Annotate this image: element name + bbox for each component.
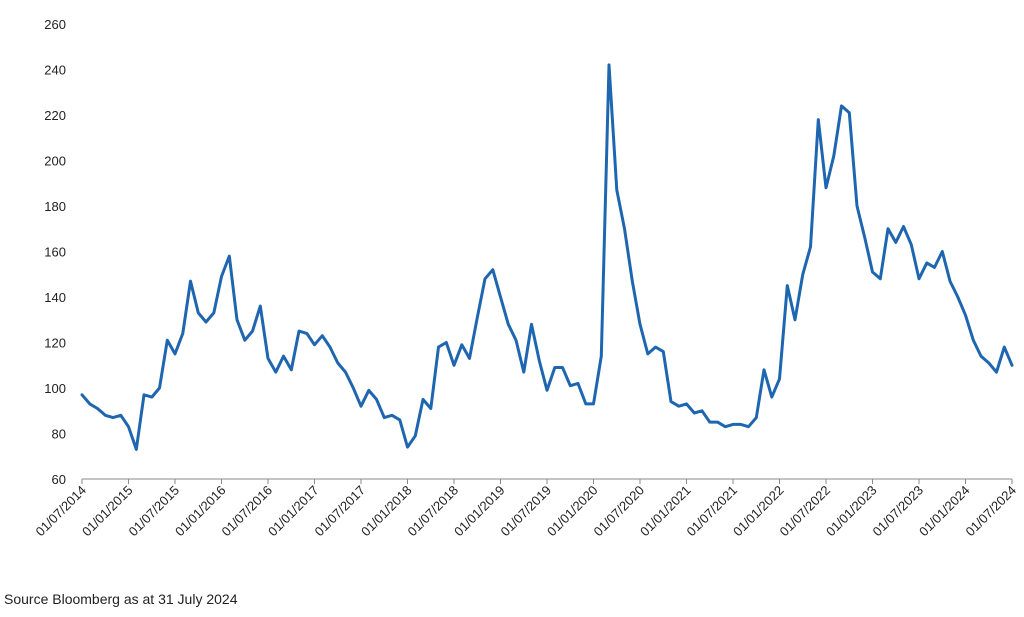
y-tick-label: 100 xyxy=(44,381,66,396)
y-tick-label: 160 xyxy=(44,245,66,260)
x-tick-label: 01/07/2024 xyxy=(962,483,1019,540)
y-tick-label: 220 xyxy=(44,108,66,123)
series-line-0 xyxy=(80,63,1014,451)
y-tick-label: 240 xyxy=(44,63,66,78)
y-tick-label: 60 xyxy=(52,472,66,487)
y-tick-label: 80 xyxy=(52,427,66,442)
x-axis-ticks: 01/07/201401/01/201501/07/201501/01/2016… xyxy=(32,479,1019,539)
y-tick-label: 260 xyxy=(44,17,66,32)
line-chart: 60 80 100 120 140 160 180 200 220 240 260 01/07/20… xyxy=(32,17,1019,539)
y-tick-label: 140 xyxy=(44,290,66,305)
y-tick-label: 180 xyxy=(44,199,66,214)
y-tick-label: 120 xyxy=(44,336,66,351)
y-tick-label: 200 xyxy=(44,154,66,169)
source-note: Source Bloomberg as at 31 July 2024 xyxy=(4,591,238,607)
series-group xyxy=(80,63,1014,451)
y-axis-ticks: 60 80 100 120 140 160 180 200 220 240 260 xyxy=(44,17,66,487)
